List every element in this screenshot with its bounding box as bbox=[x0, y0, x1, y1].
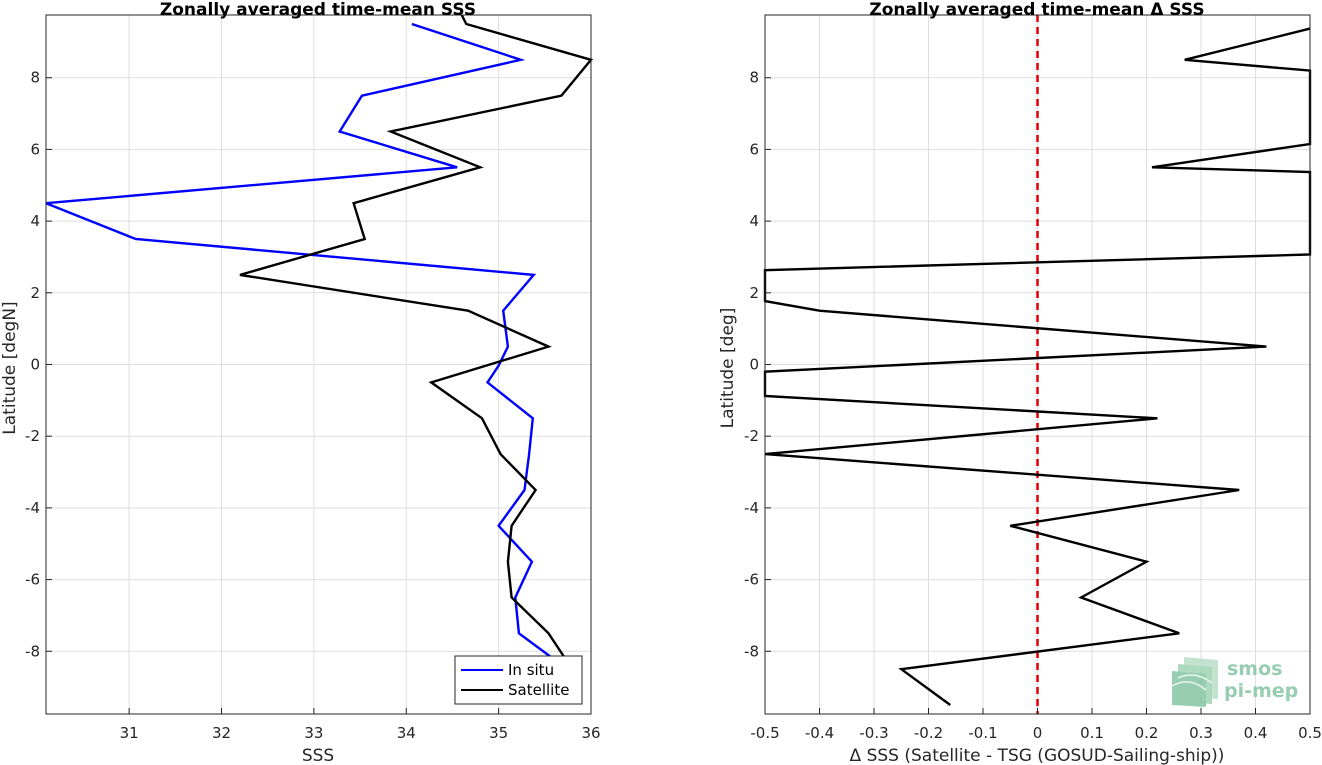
left-y-tick-label: 6 bbox=[30, 140, 40, 158]
right-y-tick-label: 8 bbox=[749, 69, 759, 87]
legend-label-in-situ: In situ bbox=[508, 661, 554, 679]
right-panel: -0.5 -0.4 -0.3 -0.2 -0.1 0 0.1 0.2 0.3 0.4 0.5 -8-… bbox=[718, 0, 1322, 765]
left-x-tick-label: 33 bbox=[304, 724, 323, 742]
right-x-tick-label: -0.3 bbox=[859, 724, 888, 742]
right-y-tick-label: -6 bbox=[744, 571, 759, 589]
right-y-tick-label: 0 bbox=[749, 356, 759, 374]
right-series-line-series-1 bbox=[763, 27, 1312, 706]
left-chart-title: Zonally averaged time-mean SSS bbox=[160, 0, 476, 20]
legend-box bbox=[454, 655, 583, 705]
left-grid bbox=[46, 15, 592, 714]
right-y-tick-label: 6 bbox=[749, 140, 759, 158]
right-y-tick-label: 2 bbox=[749, 284, 759, 302]
left-x-tick-label: 35 bbox=[489, 724, 508, 742]
right-x-tick-label: -0.1 bbox=[968, 724, 997, 742]
left-x-axis-label: SSS bbox=[302, 746, 334, 765]
logo-waves-icon bbox=[1171, 657, 1218, 707]
left-series-line-in-situ bbox=[45, 22, 559, 663]
left-y-tick-label: 4 bbox=[30, 212, 40, 230]
right-y-tick-label: -2 bbox=[744, 427, 759, 445]
left-x-tick-label: 31 bbox=[120, 724, 139, 742]
left-x-ticks: 31 32 33 34 35 36 bbox=[120, 708, 601, 742]
right-chart-title: Zonally averaged time-mean Δ SSS bbox=[869, 0, 1204, 20]
left-y-tick-label: 8 bbox=[30, 69, 40, 87]
right-x-tick-label: 0 bbox=[1033, 724, 1043, 742]
left-y-tick-label: -2 bbox=[25, 427, 40, 445]
left-series-layer bbox=[45, 14, 594, 663]
right-x-tick-label: 0.3 bbox=[1189, 724, 1213, 742]
smos-pi-mep-logo: smos pi-mep bbox=[1171, 657, 1298, 707]
left-y-tick-label: 0 bbox=[30, 356, 40, 374]
logo-text-pi-mep: pi-mep bbox=[1224, 680, 1298, 702]
right-y-tick-label: -4 bbox=[744, 499, 759, 517]
left-y-tick-label: -6 bbox=[25, 571, 40, 589]
legend[interactable]: In situ Satellite bbox=[454, 655, 583, 705]
left-x-tick-label: 32 bbox=[212, 724, 231, 742]
left-y-tick-label: -4 bbox=[25, 499, 40, 517]
left-y-tick-label: 2 bbox=[30, 284, 40, 302]
right-series-layer bbox=[763, 27, 1312, 706]
right-y-ticks: -8 -6 -4 -2 0 2 4 6 8 bbox=[744, 69, 771, 660]
right-y-tick-label: 4 bbox=[749, 212, 759, 230]
left-y-tick-label: -8 bbox=[25, 642, 40, 660]
logo-text-smos: smos bbox=[1227, 658, 1282, 680]
right-x-tick-label: -0.5 bbox=[750, 724, 779, 742]
left-panel: 31 32 33 34 35 36 -8 -6 -4 -2 0 2 4 6 8 Zonally avera… bbox=[0, 0, 601, 765]
left-y-ticks: -8 -6 -4 -2 0 2 4 6 8 bbox=[25, 69, 52, 660]
right-y-tick-label: -8 bbox=[744, 642, 759, 660]
left-x-tick-label: 34 bbox=[397, 724, 416, 742]
right-y-axis-label: Latitude [deg] bbox=[718, 308, 738, 429]
legend-label-satellite: Satellite bbox=[508, 681, 569, 699]
right-x-tick-label: 0.5 bbox=[1298, 724, 1322, 742]
right-x-tick-label: 0.4 bbox=[1244, 724, 1268, 742]
right-x-tick-label: -0.2 bbox=[914, 724, 943, 742]
left-x-tick-label: 36 bbox=[581, 724, 600, 742]
right-x-axis-label: Δ SSS (Satellite - TSG (GOSUD-Sailing-sh… bbox=[850, 746, 1225, 765]
right-x-ticks: -0.5 -0.4 -0.3 -0.2 -0.1 0 0.1 0.2 0.3 0.4 0.5 bbox=[750, 708, 1322, 742]
left-y-axis-label: Latitude [degN] bbox=[0, 301, 20, 434]
right-x-tick-label: 0.2 bbox=[1135, 724, 1159, 742]
right-x-tick-label: -0.4 bbox=[805, 724, 834, 742]
left-series-line-satellite bbox=[239, 14, 594, 660]
right-x-tick-label: 0.1 bbox=[1080, 724, 1104, 742]
